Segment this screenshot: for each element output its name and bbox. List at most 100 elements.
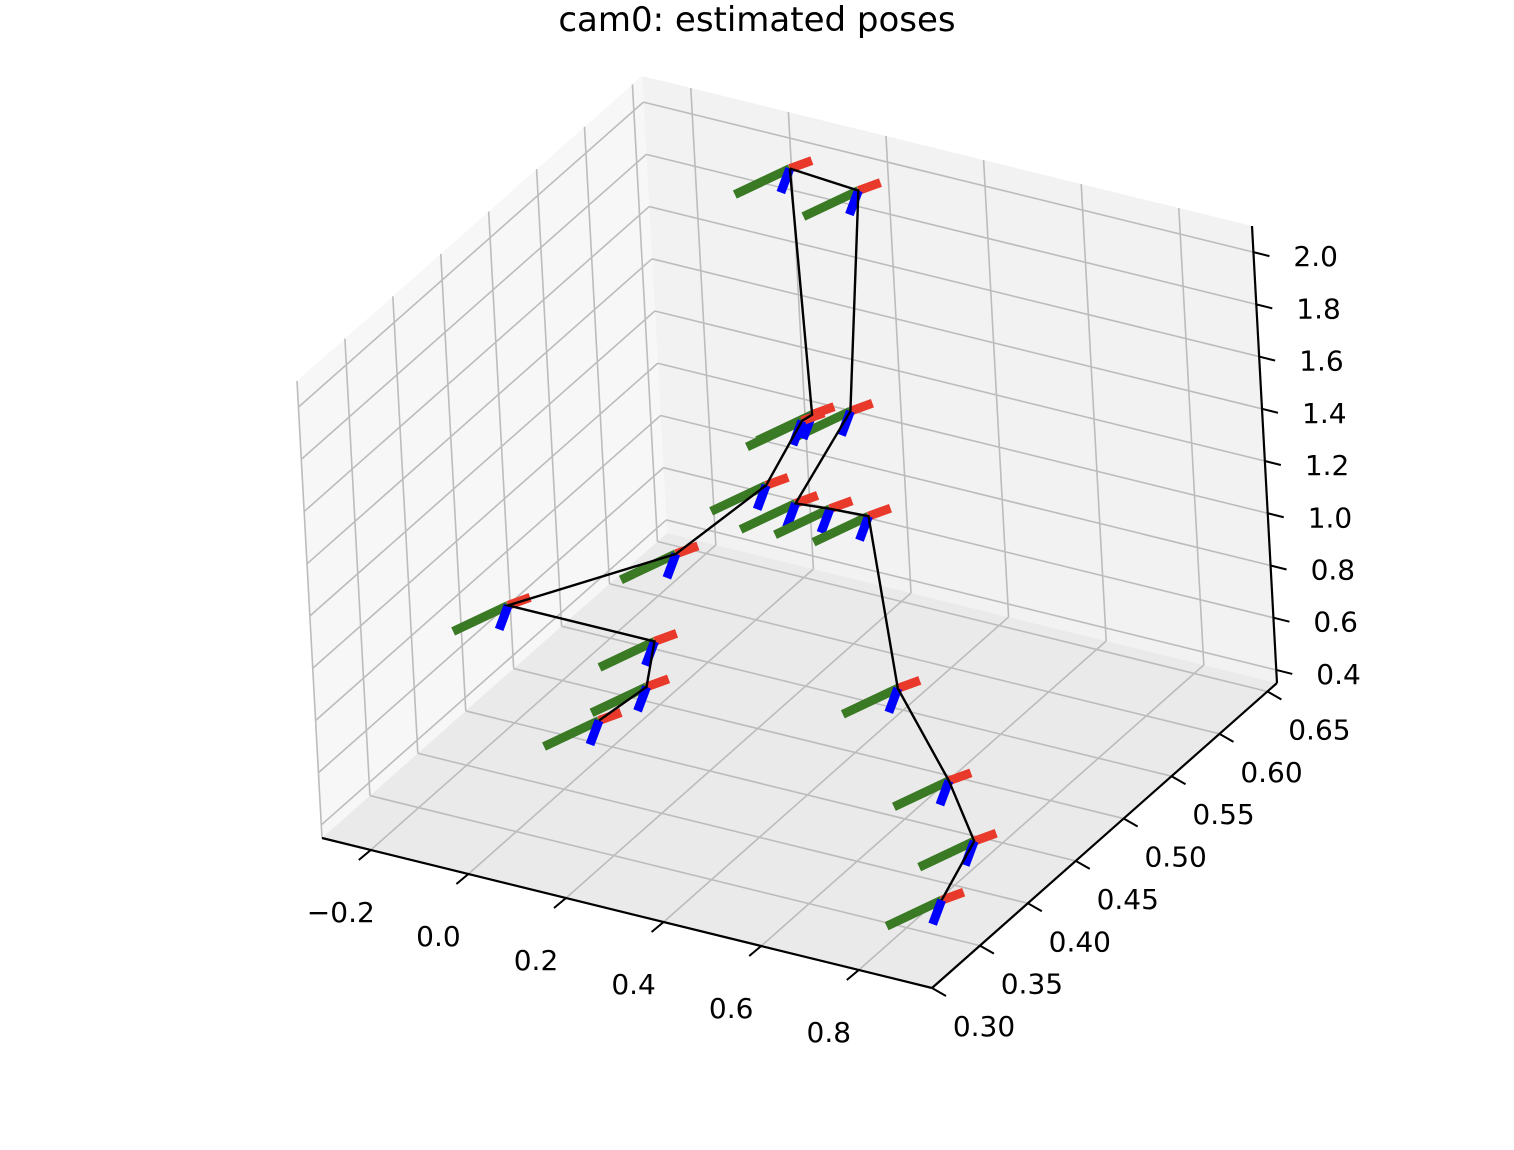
y-tick bbox=[1075, 860, 1091, 870]
z-grid-back bbox=[648, 205, 1260, 358]
pose-y-axis bbox=[618, 549, 678, 584]
pose-x-axis bbox=[652, 629, 679, 646]
pose-x-axis bbox=[856, 178, 882, 195]
pose-z-axis bbox=[845, 188, 863, 217]
trajectory-lines bbox=[503, 167, 976, 901]
x-tick-label: 0.4 bbox=[611, 968, 656, 1001]
pose-x-axis bbox=[794, 491, 820, 508]
trajectory-line bbox=[503, 168, 814, 722]
pose-x-axis bbox=[645, 674, 671, 692]
z-grid-left bbox=[312, 362, 659, 669]
pose-z-axis bbox=[776, 166, 795, 195]
z-tick-label: 1.4 bbox=[1302, 397, 1347, 430]
y-grid-left bbox=[296, 380, 323, 839]
pose-z-axis bbox=[494, 603, 513, 631]
z-tick bbox=[1264, 460, 1282, 466]
y-grid-left bbox=[344, 338, 371, 796]
y-tick bbox=[1027, 902, 1043, 913]
pose-y-axis bbox=[891, 776, 951, 811]
z-grid-left bbox=[297, 101, 644, 408]
y-grid-left bbox=[535, 169, 563, 627]
y-tick-label: 0.35 bbox=[1001, 968, 1063, 1001]
pose-x-axis bbox=[940, 887, 966, 905]
z-grid-left bbox=[306, 258, 653, 565]
x-grid-back bbox=[690, 87, 717, 546]
pose-x-axis bbox=[947, 768, 973, 786]
pose-y-axis bbox=[732, 164, 792, 199]
axes-ticks: −0.2 0.0 0.2 0.4 0.6 0.8 0.30 0.35 0.40 0.45 0.50 0… bbox=[307, 240, 1361, 1049]
pose-x-axis bbox=[848, 398, 874, 416]
z-tick bbox=[1267, 512, 1284, 519]
y-tick bbox=[1123, 817, 1139, 828]
back-pane bbox=[642, 76, 1277, 683]
y-grid-floor bbox=[657, 540, 1268, 693]
pose-x-axis bbox=[972, 828, 998, 846]
y-tick bbox=[1219, 732, 1234, 743]
z-grid-back bbox=[643, 101, 1254, 253]
pose-z-axis bbox=[935, 779, 954, 807]
y-grid-left bbox=[631, 84, 659, 542]
z-tick-label: 1.8 bbox=[1296, 292, 1341, 325]
pose-z-axis bbox=[585, 718, 604, 747]
y-tick-label: 0.30 bbox=[953, 1010, 1015, 1043]
z-tick bbox=[1258, 355, 1276, 362]
x-tick-label: 0.2 bbox=[514, 944, 559, 977]
z-grid-left bbox=[309, 310, 656, 617]
z-tick bbox=[1273, 616, 1290, 623]
z-axis-line bbox=[1250, 225, 1279, 684]
z-grid-back bbox=[646, 153, 1257, 306]
y-grid-left bbox=[487, 211, 515, 669]
pose-z-axis bbox=[855, 514, 873, 542]
pose-y-axis bbox=[738, 499, 798, 534]
y-grid-left bbox=[583, 126, 611, 584]
x-tick-label: −0.2 bbox=[307, 896, 375, 929]
pose-z-axis bbox=[928, 898, 946, 926]
y-tick-label: 0.50 bbox=[1144, 841, 1206, 874]
pose-y-axis bbox=[811, 512, 871, 547]
y-grid-left bbox=[439, 253, 467, 711]
z-tick bbox=[1256, 303, 1273, 310]
x-grid-back bbox=[1080, 183, 1107, 642]
x-tick-label: 0.0 bbox=[416, 920, 461, 953]
x-tick bbox=[358, 849, 372, 861]
pose-y-axis bbox=[773, 504, 832, 539]
pose-y-axis bbox=[801, 186, 861, 221]
z-grid-left bbox=[320, 519, 667, 826]
axes-panes bbox=[297, 76, 1277, 988]
y-tick bbox=[979, 944, 995, 955]
y-tick bbox=[931, 987, 947, 997]
pose-y-axis bbox=[840, 684, 900, 719]
y-tick-label: 0.60 bbox=[1240, 756, 1302, 789]
pose-z-axis bbox=[633, 685, 651, 713]
z-tick-label: 1.6 bbox=[1299, 345, 1344, 378]
pose-y-axis bbox=[597, 637, 657, 672]
x-tick bbox=[748, 945, 762, 957]
z-grid-back bbox=[651, 258, 1263, 410]
y-tick-label: 0.40 bbox=[1049, 925, 1111, 958]
pose-z-axis bbox=[752, 483, 771, 511]
x-tick bbox=[846, 969, 860, 981]
pose-markers bbox=[451, 156, 998, 931]
z-tick-label: 0.8 bbox=[1311, 553, 1356, 586]
pose-x-axis bbox=[764, 473, 790, 490]
z-tick-label: 1.0 bbox=[1308, 501, 1353, 534]
x-grid-back bbox=[1178, 207, 1205, 666]
pose-y-axis bbox=[451, 601, 511, 636]
z-grid-left bbox=[300, 153, 647, 460]
z-tick bbox=[1253, 251, 1270, 258]
z-grid-back bbox=[654, 310, 1266, 462]
pose-y-axis bbox=[542, 716, 601, 751]
x-tick-label: 0.6 bbox=[709, 992, 754, 1025]
y-grid-floor bbox=[609, 583, 1220, 735]
x-grid-back bbox=[982, 159, 1010, 618]
z-tick-label: 2.0 bbox=[1293, 240, 1338, 273]
z-tick bbox=[1276, 668, 1293, 675]
x-grid-back bbox=[885, 135, 912, 594]
pose-z-axis bbox=[662, 552, 681, 580]
z-tick bbox=[1261, 407, 1279, 414]
pose-z-axis bbox=[884, 686, 903, 714]
z-tick-label: 0.6 bbox=[1313, 606, 1358, 639]
pose-x-axis bbox=[828, 496, 854, 513]
z-grid-left bbox=[303, 205, 650, 513]
